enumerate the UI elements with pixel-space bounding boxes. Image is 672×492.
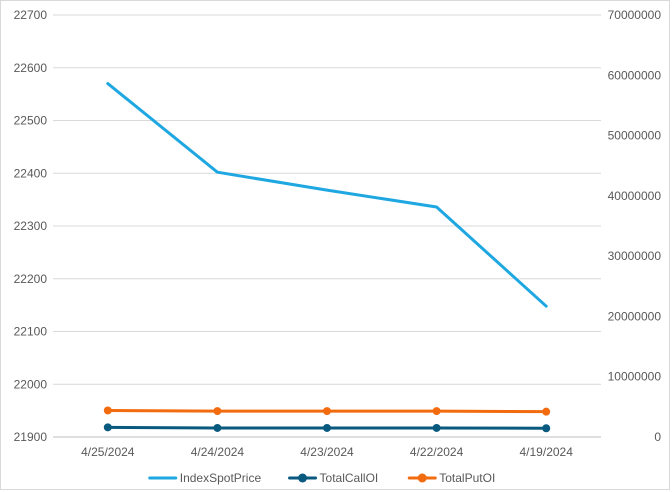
y-left-tick-label: 22100 [14, 325, 48, 339]
y-left-tick-label: 22500 [14, 114, 48, 128]
data-point-totalputoi [432, 407, 441, 416]
legend: IndexSpotPrice TotalCallOI TotalPutOI [148, 471, 495, 485]
y-axis-left-ticks: 21900 22000 22100 22200 22300 22400 22500 22600… [14, 8, 48, 444]
legend-marker [417, 473, 427, 483]
y-right-tick-label: 40000000 [608, 189, 662, 203]
data-point-totalcalloi [323, 423, 331, 432]
data-point-totalputoi [103, 406, 112, 415]
y-right-tick-label: 60000000 [608, 68, 662, 82]
legend-item-indexspotprice: IndexSpotPrice [148, 471, 262, 485]
y-left-tick-label: 22400 [14, 166, 48, 180]
data-point-totalcalloi [213, 423, 222, 432]
legend-label: TotalCallOI [320, 471, 379, 485]
data-point-totalcalloi [103, 423, 112, 432]
y-right-tick-label: 30000000 [608, 249, 662, 263]
gridlines [53, 14, 601, 438]
y-left-tick-label: 22700 [14, 8, 48, 22]
x-tick-label: 4/25/2024 [81, 445, 135, 459]
series-lines [103, 82, 551, 433]
y-right-tick-label: 20000000 [608, 309, 662, 323]
y-left-tick-label: 22300 [14, 219, 48, 233]
data-point-totalcalloi [432, 423, 441, 432]
y-left-tick-label: 22600 [14, 61, 48, 75]
y-right-tick-label: 50000000 [608, 129, 662, 143]
y-left-tick-label: 22000 [14, 377, 48, 391]
legend-label: TotalPutOI [439, 471, 495, 485]
legend-item-totalcalloi: TotalCallOI [288, 471, 379, 485]
data-point-totalputoi [213, 407, 222, 416]
y-right-tick-label: 70000000 [608, 8, 662, 22]
x-tick-label: 4/22/2024 [410, 445, 464, 459]
x-tick-label: 4/24/2024 [191, 445, 245, 459]
y-left-tick-label: 22200 [14, 272, 48, 286]
data-point-totalputoi [323, 407, 331, 416]
y-right-tick-label: 0 [654, 430, 661, 444]
y-left-tick-label: 21900 [14, 430, 48, 444]
y-axis-right-ticks: 0 10000000 20000000 30000000 40000000 5000000… [608, 8, 662, 444]
y-right-tick-label: 10000000 [608, 370, 662, 384]
series-line-indexspotprice [106, 82, 548, 308]
x-tick-label: 4/19/2024 [520, 445, 574, 459]
x-axis-ticks: 4/25/2024 4/24/2024 4/23/2024 4/22/2024 4/19… [81, 445, 573, 459]
legend-marker [298, 473, 308, 483]
legend-label: IndexSpotPrice [180, 471, 262, 485]
legend-item-totalputoi: TotalPutOI [407, 471, 495, 485]
data-point-totalputoi [542, 407, 551, 416]
data-point-totalcalloi [542, 424, 551, 433]
x-tick-label: 4/23/2024 [300, 445, 354, 459]
